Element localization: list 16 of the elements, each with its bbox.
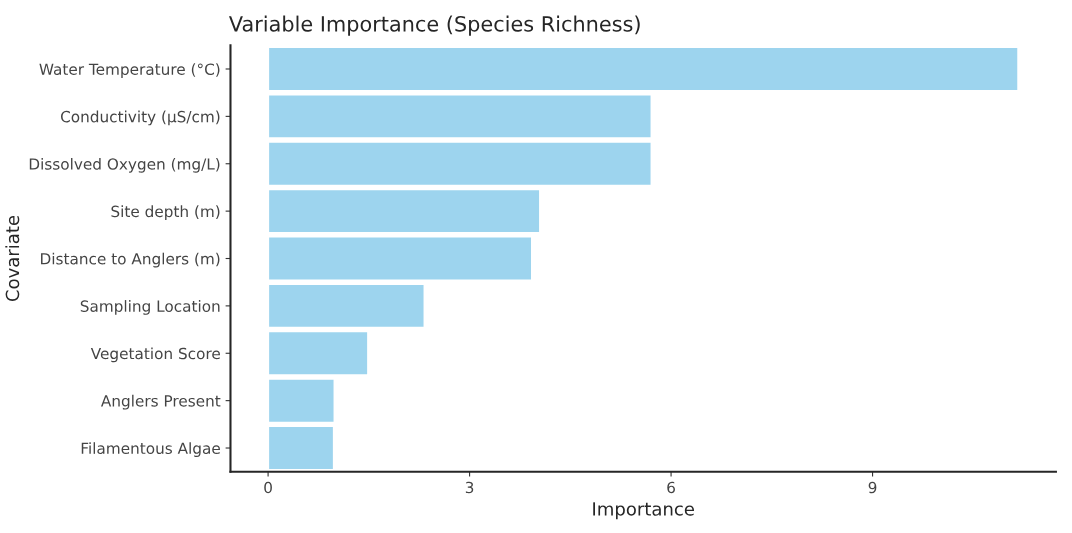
x-tick-label: 9 [868,481,877,494]
y-tick-label: Conductivity (μS/cm) [60,110,220,126]
y-tick-label: Anglers Present [100,394,221,410]
y-tick-label: Filamentous Algae [81,442,220,457]
y-axis-title: Covariate [5,215,20,302]
x-tick-label: 6 [667,481,675,494]
x-axis-title: Importance [593,502,694,520]
y-tick-label: Water Temperature (°C) [39,63,220,78]
y-tick-label: Distance to Anglers (m) [41,252,220,268]
y-tick-label: Dissolved Oxygen (mg/L) [29,157,220,173]
chart-title: Variable Importance (Species Richness) [228,15,640,36]
y-tick-label: Site depth (m) [111,205,220,221]
x-tick-label: 3 [465,481,474,494]
y-tick-label: Sampling Location [80,300,220,315]
y-tick-label: Vegetation Score [90,347,220,363]
x-tick-label: 0 [264,481,272,494]
